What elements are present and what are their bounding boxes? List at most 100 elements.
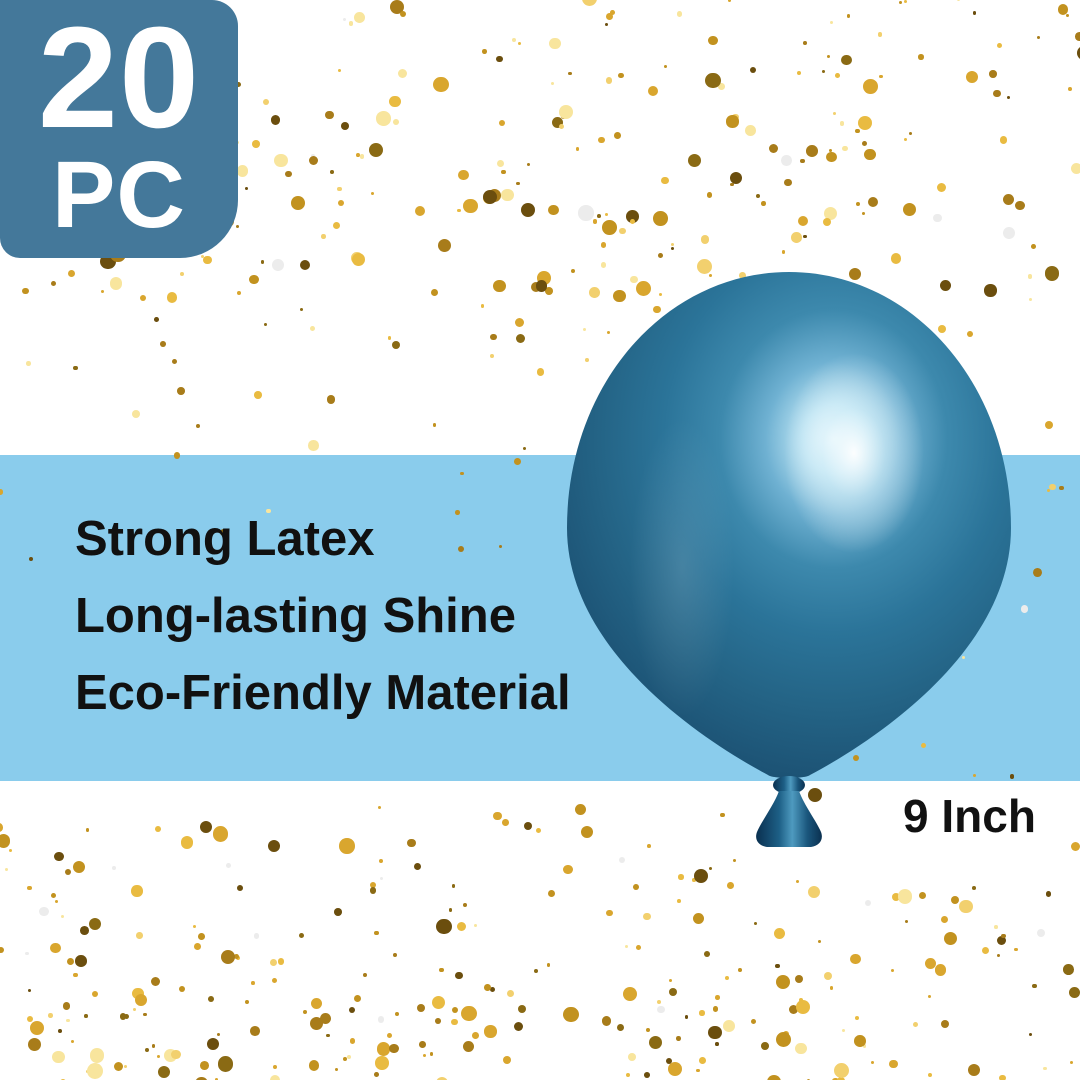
confetti-dot	[325, 1033, 330, 1038]
confetti-dot	[341, 122, 350, 131]
confetti-dot	[600, 262, 607, 268]
confetti-dot	[330, 170, 334, 174]
confetti-dot	[652, 210, 668, 226]
confetti-dot	[803, 234, 808, 239]
confetti-dot	[377, 1016, 385, 1024]
confetti-dot	[26, 1015, 34, 1023]
confetti-dot	[506, 990, 514, 998]
confetti-dot	[861, 211, 865, 215]
confetti-dot	[457, 208, 462, 213]
confetti-dot	[996, 954, 1000, 958]
confetti-dot	[376, 1042, 391, 1056]
confetti-dot	[727, 882, 734, 890]
confetti-dot	[0, 823, 3, 832]
confetti-dot	[482, 192, 495, 205]
confetti-dot	[392, 952, 397, 957]
confetti-dot	[867, 197, 878, 208]
confetti-dot	[668, 979, 672, 983]
confetti-dot	[604, 213, 609, 217]
confetti-dot	[724, 976, 730, 981]
confetti-dot	[309, 326, 315, 332]
confetti-dot	[715, 1042, 719, 1047]
confetti-dot	[864, 148, 876, 160]
confetti-dot	[272, 1064, 277, 1069]
confetti-dot	[908, 132, 912, 136]
confetti-dot	[235, 224, 240, 228]
confetti-dot	[482, 48, 487, 54]
confetti-dot	[718, 83, 725, 91]
confetti-dot	[890, 253, 902, 264]
confetti-dot	[598, 136, 605, 144]
confetti-dot	[877, 32, 883, 38]
confetti-dot	[237, 165, 249, 177]
confetti-dot	[527, 162, 531, 166]
confetti-dot	[302, 1010, 307, 1015]
confetti-dot	[263, 99, 270, 105]
confetti-dot	[755, 193, 760, 198]
confetti-dot	[54, 851, 64, 862]
confetti-dot	[823, 207, 837, 221]
confetti-dot	[715, 995, 720, 1000]
confetti-dot	[1044, 421, 1053, 430]
confetti-dot	[74, 954, 87, 967]
confetti-dot	[333, 908, 342, 916]
confetti-dot	[950, 895, 960, 905]
confetti-dot	[85, 828, 90, 832]
confetti-dot	[664, 64, 668, 68]
confetti-dot	[515, 333, 526, 344]
confetti-dot	[1070, 163, 1080, 175]
confetti-dot	[1031, 244, 1036, 249]
confetti-dot	[619, 227, 626, 235]
confetti-dot	[350, 252, 363, 265]
confetti-dot	[55, 899, 59, 903]
confetti-dot	[700, 235, 709, 244]
confetti-dot	[1028, 1032, 1032, 1036]
confetti-dot	[592, 219, 598, 225]
confetti-dot	[437, 238, 452, 253]
confetti-dot	[86, 1070, 90, 1074]
confetti-dot	[996, 935, 1007, 946]
confetti-dot	[492, 279, 506, 293]
confetti-dot	[512, 37, 517, 42]
confetti-dot	[100, 289, 104, 293]
confetti-dot	[606, 13, 614, 20]
confetti-dot	[50, 892, 57, 899]
confetti-dot	[463, 1041, 475, 1053]
confetti-dot	[657, 1005, 665, 1014]
confetti-dot	[462, 902, 468, 908]
confetti-dot	[520, 203, 536, 218]
confetti-dot	[269, 1074, 281, 1080]
confetti-dot	[905, 919, 909, 923]
confetti-dot	[633, 883, 639, 890]
confetti-dot	[430, 288, 438, 296]
confetti-dot	[51, 280, 57, 286]
confetti-dot	[696, 1068, 700, 1073]
confetti-dot	[563, 1006, 579, 1023]
confetti-dot	[143, 1012, 147, 1016]
confetti-dot	[924, 957, 936, 969]
confetti-dot	[217, 1033, 221, 1037]
confetti-dot	[648, 85, 658, 96]
confetti-dot	[5, 867, 9, 872]
confetti-dot	[723, 1020, 735, 1033]
confetti-dot	[795, 1000, 811, 1015]
confetti-dot	[936, 182, 946, 193]
confetti-dot	[458, 169, 469, 180]
confetti-dot	[380, 876, 384, 881]
confetti-dot	[912, 1022, 918, 1028]
confetti-dot	[487, 188, 502, 203]
confetti-dot	[489, 354, 494, 359]
confetti-dot	[472, 1032, 480, 1040]
confetti-dot	[1075, 32, 1080, 41]
confetti-dot	[670, 242, 674, 247]
confetti-dot	[688, 153, 702, 167]
confetti-dot	[551, 82, 555, 86]
confetti-dot	[390, 0, 405, 15]
confetti-dot	[750, 1019, 756, 1025]
confetti-dot	[1043, 1066, 1047, 1070]
confetti-dot	[563, 864, 573, 874]
confetti-dot	[1015, 200, 1025, 211]
confetti-dot	[80, 926, 90, 936]
confetti-dot	[522, 446, 526, 450]
confetti-dot	[368, 142, 384, 157]
